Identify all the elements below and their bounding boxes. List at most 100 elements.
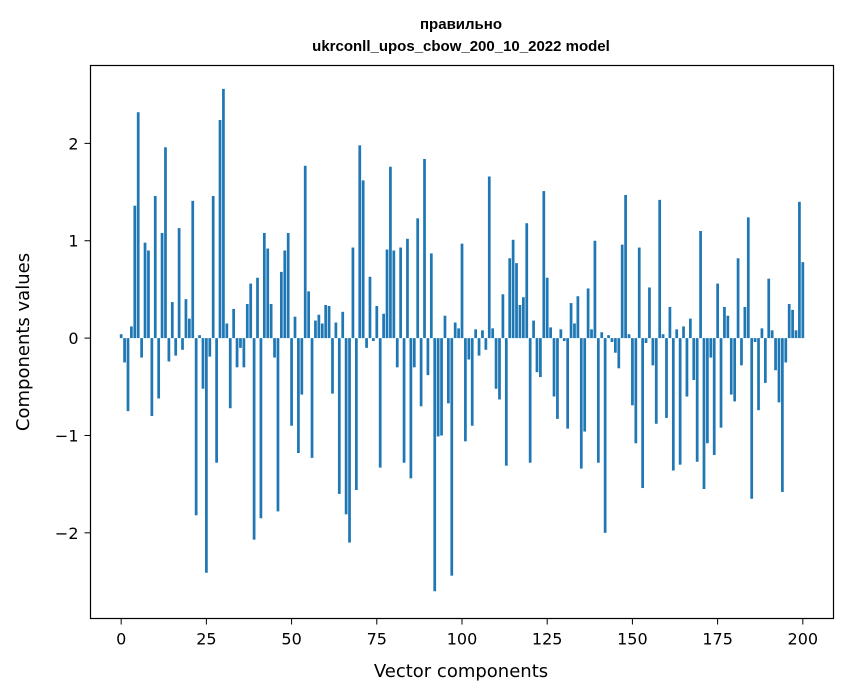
bar-75 [375, 305, 379, 339]
bar-112 [501, 294, 505, 339]
bar-101 [464, 338, 467, 442]
bar-95 [443, 315, 447, 339]
x-tick-label: 175 [702, 630, 733, 649]
x-axis-label: Vector components [374, 661, 548, 682]
bar-159 [661, 334, 665, 339]
bar-83 [402, 338, 406, 463]
x-axis-ticks: 0 25 50 75 100 125 150 175 200 [116, 618, 818, 649]
bar-115 [511, 239, 515, 339]
x-tick-label: 125 [532, 630, 563, 649]
bar-140 [596, 338, 600, 463]
bar-46 [276, 338, 280, 512]
bar-118 [521, 297, 525, 339]
bar-9 [150, 338, 154, 416]
bar-82 [399, 247, 403, 339]
bar-169 [695, 338, 699, 462]
bar-8 [147, 250, 150, 339]
bar-52 [297, 338, 300, 453]
bar-192 [774, 338, 777, 371]
bar-106 [481, 330, 484, 339]
bar-33 [232, 308, 236, 339]
y-axis-ticks: −2 −1 0 1 2 [55, 134, 91, 543]
bar-38 [249, 283, 253, 339]
bar-62 [331, 338, 334, 394]
bar-29 [218, 120, 222, 339]
bar-166 [685, 338, 689, 397]
bar-152 [637, 247, 641, 339]
bar-124 [542, 191, 546, 339]
bar-156 [651, 338, 655, 366]
bar-85 [409, 338, 413, 479]
bar-81 [395, 338, 399, 368]
bar-84 [406, 238, 409, 339]
bar-193 [777, 338, 781, 403]
bar-173 [709, 338, 713, 358]
bar-73 [368, 276, 372, 339]
bar-78 [385, 249, 389, 339]
bar-56 [310, 338, 314, 458]
bar-167 [688, 318, 692, 339]
bar-135 [579, 338, 583, 469]
bar-88 [419, 338, 423, 407]
bar-154 [644, 338, 648, 343]
bar-35 [239, 338, 242, 348]
bar-128 [556, 338, 559, 419]
bar-168 [692, 338, 696, 380]
bar-25 [205, 338, 208, 573]
bar-55 [307, 291, 310, 339]
bar-19 [184, 299, 188, 339]
bar-186 [753, 338, 757, 342]
bar-24 [201, 338, 205, 389]
bar-series [119, 88, 805, 592]
bar-17 [177, 228, 181, 339]
bar-51 [293, 316, 297, 339]
bar-97 [450, 338, 454, 576]
bar-148 [624, 194, 627, 339]
bar-139 [593, 240, 597, 339]
bar-197 [791, 309, 794, 339]
bar-136 [583, 338, 587, 432]
bar-153 [641, 338, 644, 489]
bar-34 [235, 338, 239, 368]
bar-53 [300, 338, 304, 395]
bar-138 [590, 329, 593, 339]
bar-23 [198, 335, 201, 339]
bar-174 [712, 338, 716, 455]
y-tick-label: 2 [68, 134, 78, 153]
bar-132 [569, 303, 573, 339]
bar-86 [412, 338, 416, 368]
bar-50 [290, 338, 293, 426]
bar-164 [678, 338, 682, 465]
bar-5 [136, 112, 140, 339]
bar-40 [256, 277, 259, 339]
bar-71 [361, 180, 365, 339]
bar-67 [348, 338, 351, 543]
bar-123 [539, 338, 542, 378]
bar-196 [787, 304, 791, 339]
bar-195 [784, 338, 788, 363]
bar-137 [586, 288, 590, 339]
bar-2 [126, 338, 130, 412]
bar-27 [211, 195, 215, 339]
y-tick-label: 0 [68, 329, 78, 348]
bar-36 [242, 338, 246, 368]
chart-title-line2: ukrconll_upos_cbow_200_10_2022 model [312, 38, 610, 55]
bar-7 [143, 242, 147, 339]
bar-151 [634, 338, 638, 444]
bar-149 [627, 334, 631, 339]
bar-194 [781, 338, 784, 492]
bar-200 [801, 262, 805, 339]
bar-57 [314, 320, 317, 339]
bar-96 [447, 338, 450, 404]
bar-114 [508, 258, 512, 339]
bar-184 [746, 217, 750, 339]
bar-68 [351, 247, 355, 339]
bar-80 [392, 250, 396, 339]
bar-172 [706, 338, 709, 444]
bar-155 [648, 287, 651, 339]
bar-177 [723, 306, 726, 339]
bar-190 [767, 278, 771, 339]
bar-198 [794, 330, 798, 339]
bar-145 [614, 338, 617, 353]
y-tick-label: −1 [55, 426, 79, 445]
